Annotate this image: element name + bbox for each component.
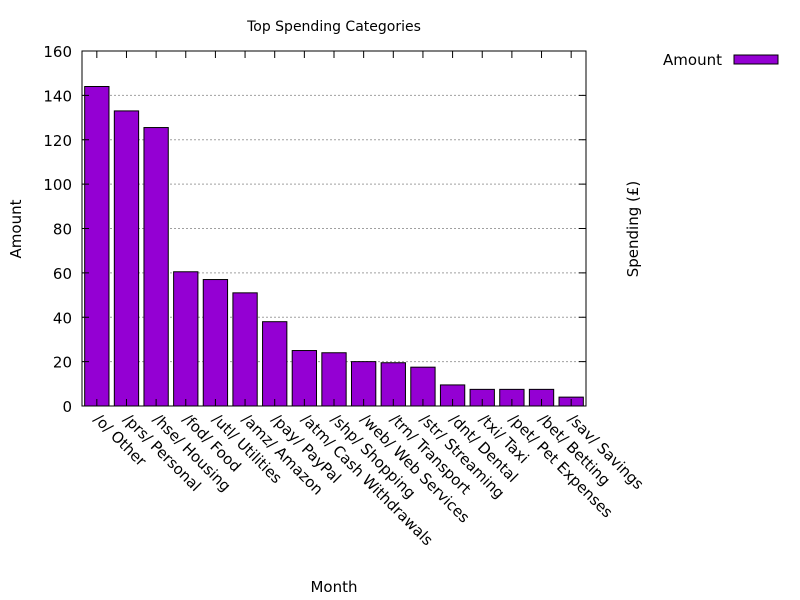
bar <box>173 271 199 407</box>
y2-axis-label: Spending (£) <box>624 181 642 278</box>
bar <box>84 86 110 407</box>
bar <box>321 352 347 407</box>
bar <box>232 292 258 407</box>
legend-label: Amount <box>663 51 722 69</box>
y-tick-label: 40 <box>53 309 72 327</box>
y-tick-label: 0 <box>62 398 72 416</box>
y-axis-label: Amount <box>7 199 25 258</box>
y-tick-label: 60 <box>53 265 72 283</box>
y-tick-label: 20 <box>53 354 72 372</box>
y-tick-label: 120 <box>43 132 72 150</box>
bar <box>380 362 406 407</box>
chart-title: Top Spending Categories <box>246 19 421 35</box>
bar <box>143 127 169 407</box>
bars <box>84 86 584 407</box>
legend-swatch <box>733 54 779 65</box>
bar <box>202 279 229 407</box>
x-axis-label: Month <box>310 578 357 596</box>
legend: Amount <box>663 51 779 69</box>
bar <box>291 350 318 407</box>
y-tick-label: 100 <box>43 176 72 194</box>
y-tick-label: 160 <box>43 43 72 61</box>
bar <box>113 110 140 407</box>
y-axis-ticks: 0 20 40 60 80 100 120 140 160 <box>43 43 586 416</box>
y-tick-label: 80 <box>53 221 72 239</box>
bar <box>262 321 288 407</box>
y-tick-label: 140 <box>43 87 72 105</box>
